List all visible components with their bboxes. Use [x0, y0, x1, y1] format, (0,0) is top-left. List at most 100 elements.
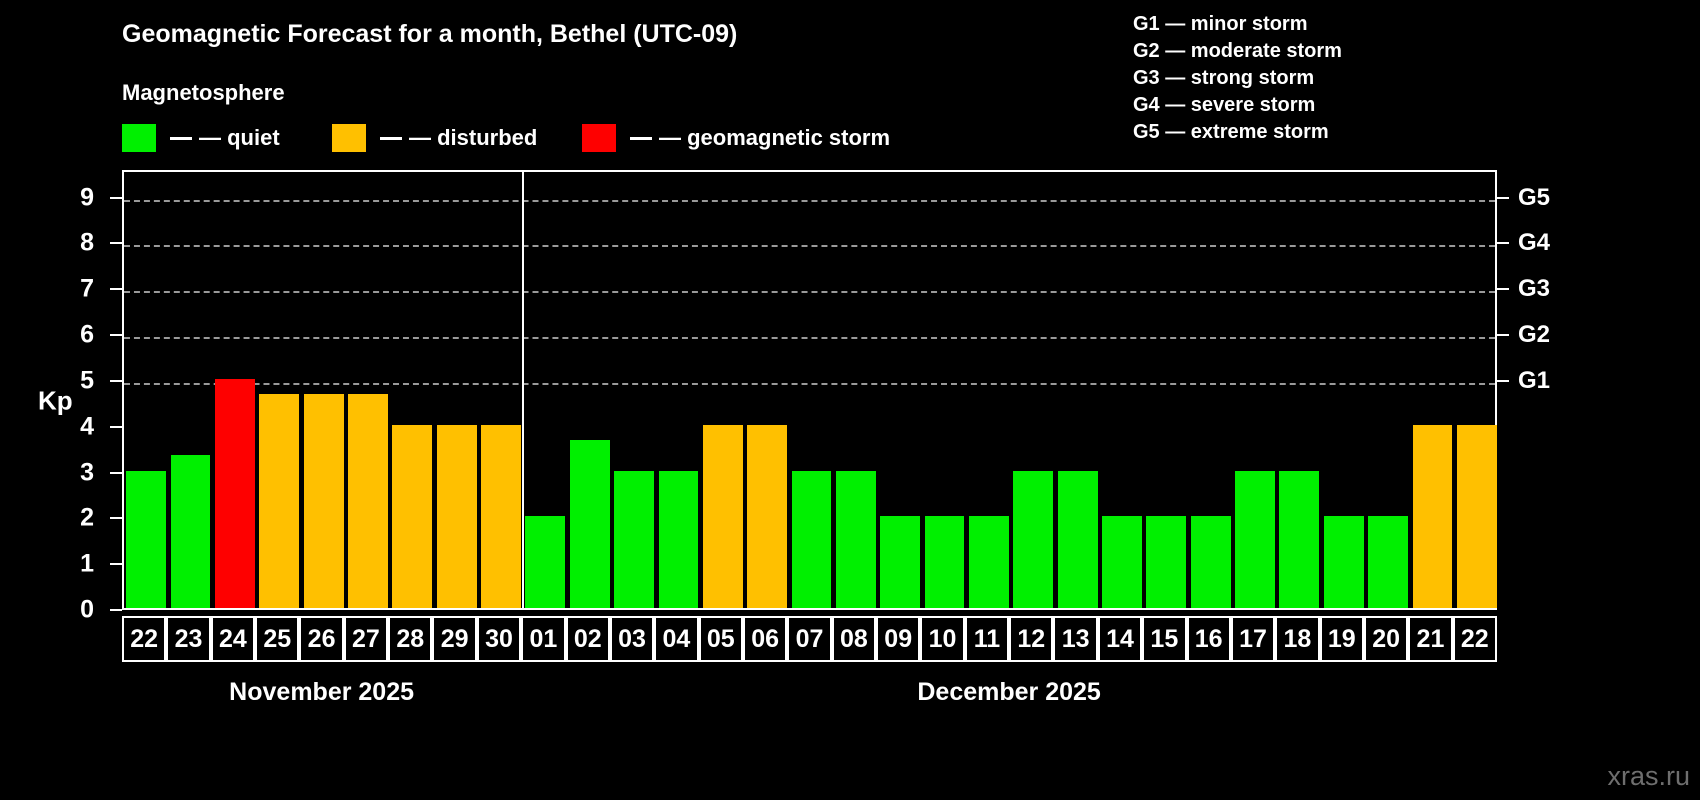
bar-day-19	[1323, 516, 1364, 608]
magnetosphere-label: Magnetosphere	[122, 80, 285, 105]
month-separator	[522, 172, 525, 608]
day-label-text: 05	[706, 624, 735, 653]
y-tick-label-6: 6	[80, 320, 94, 349]
y-axis-gscale: G1 G2 G3 G4 G5	[1497, 170, 1697, 610]
y-axis-kp: 0 1 2 3 4 5 6 7 8 9 Kp	[0, 170, 122, 624]
day-label-text: 20	[1372, 624, 1400, 653]
day-label-box: 15	[1142, 616, 1187, 662]
day-label-box: 01	[521, 616, 566, 662]
y-tick-mark-6	[110, 334, 122, 336]
day-label-text: 23	[174, 624, 203, 653]
day-label-text: 22	[130, 624, 159, 653]
day-label-text: 03	[618, 624, 646, 653]
bar-day-01	[525, 516, 566, 608]
legend-item-disturbed: — disturbed	[332, 123, 537, 153]
day-label-text: 04	[662, 624, 691, 653]
bar-day-25	[259, 393, 300, 608]
month-caption-december: December 2025	[917, 678, 1101, 706]
day-label-text: 22	[1460, 624, 1489, 653]
bar-day-23	[170, 455, 211, 608]
bar-day-07	[791, 470, 832, 608]
day-label-box: 06	[742, 616, 788, 662]
day-label-box: 28	[388, 616, 433, 662]
bar-day-24	[214, 378, 255, 608]
day-label-box: 08	[831, 616, 877, 662]
legend-dash-icon	[170, 136, 192, 140]
day-label-text: 14	[1106, 624, 1134, 653]
day-label-text: 28	[396, 624, 425, 653]
y-tick-label-0: 0	[80, 595, 94, 624]
day-label-box: 26	[299, 616, 344, 662]
bar-day-16	[1190, 516, 1231, 608]
day-label-text: 29	[440, 624, 469, 653]
bar-day-10	[924, 516, 965, 608]
gscale-legend: G1 — minor storm G2 — moderate storm G3 — …	[1133, 11, 1342, 146]
day-label-box: 04	[654, 616, 699, 662]
y-tick-label-4: 4	[80, 412, 94, 441]
day-label-box: 13	[1053, 616, 1098, 662]
bar-day-22	[126, 470, 167, 608]
bar-day-14	[1102, 516, 1142, 608]
legend-swatch-quiet-icon	[122, 124, 156, 152]
day-label-text: 19	[1327, 624, 1356, 653]
chart-plot-area	[122, 170, 1497, 610]
g-tick-label-g1: G1	[1518, 366, 1551, 394]
day-label-text: 24	[218, 624, 247, 653]
gscale-row-g1: G1 — minor storm	[1133, 13, 1308, 35]
day-label-text: 01	[529, 624, 558, 653]
bar-day-02	[569, 439, 610, 608]
y-tick-mark-2	[110, 517, 122, 520]
day-label-box: 29	[432, 616, 477, 662]
g-tick-mark-g1	[1497, 379, 1509, 382]
day-label-box: 11	[964, 616, 1010, 662]
legend-label: — geomagnetic storm	[659, 125, 891, 150]
y-tick-mark-7	[110, 288, 122, 291]
day-label-box: 07	[787, 616, 832, 662]
gridline-kp-8	[124, 245, 1495, 248]
page-title: Geomagnetic Forecast for a month, Bethel…	[122, 20, 738, 48]
day-label-box: 20	[1363, 616, 1409, 662]
gscale-row-g3: G3 — strong storm	[1133, 67, 1315, 89]
bar-day-29	[436, 424, 477, 608]
chart-gridlines	[124, 172, 1495, 608]
day-label-box: 03	[609, 616, 655, 662]
watermark: xras.ru	[1607, 761, 1690, 791]
legend-label: — quiet	[199, 125, 280, 150]
day-label-box: 25	[255, 616, 300, 662]
bar-day-18	[1279, 470, 1320, 608]
day-label-text: 06	[751, 624, 780, 653]
bar-day-22	[1456, 424, 1497, 608]
g-tick-mark-g4	[1497, 242, 1509, 245]
day-label-box: 05	[698, 616, 743, 662]
gridline-kp-5	[124, 382, 1495, 385]
y-tick-mark-8	[110, 242, 122, 245]
day-label-text: 15	[1150, 624, 1179, 653]
g-tick-mark-g2	[1497, 334, 1509, 336]
y-tick-mark-9	[110, 196, 122, 199]
bar-day-13	[1057, 470, 1098, 608]
g-tick-label-g5: G5	[1518, 183, 1551, 211]
bar-day-03	[614, 470, 654, 608]
bar-day-17	[1235, 470, 1275, 608]
gscale-row-g4: G4 — severe storm	[1133, 94, 1316, 116]
y-tick-mark-0	[110, 609, 122, 611]
day-label-box: 30	[476, 616, 522, 662]
bar-day-28	[392, 424, 433, 608]
day-label-box: 22	[122, 616, 167, 662]
day-label-box: 16	[1186, 616, 1231, 662]
day-label-box: 18	[1275, 616, 1320, 662]
day-label-box: 02	[565, 616, 610, 662]
day-label-text: 02	[573, 624, 602, 653]
y-axis-title: Kp	[38, 385, 73, 416]
legend-swatch-geomagnetic-storm-icon	[582, 124, 616, 152]
bar-day-11	[968, 516, 1009, 608]
bar-day-06	[747, 424, 788, 608]
day-label-box: 27	[343, 616, 389, 662]
gridline-kp-7	[124, 291, 1495, 294]
day-label-box: 14	[1097, 616, 1143, 662]
gridline-kp-6	[124, 337, 1495, 339]
day-label-box: 12	[1009, 616, 1054, 662]
day-label-text: 26	[307, 624, 336, 653]
day-label-text: 30	[485, 624, 513, 653]
bar-day-15	[1146, 516, 1187, 608]
